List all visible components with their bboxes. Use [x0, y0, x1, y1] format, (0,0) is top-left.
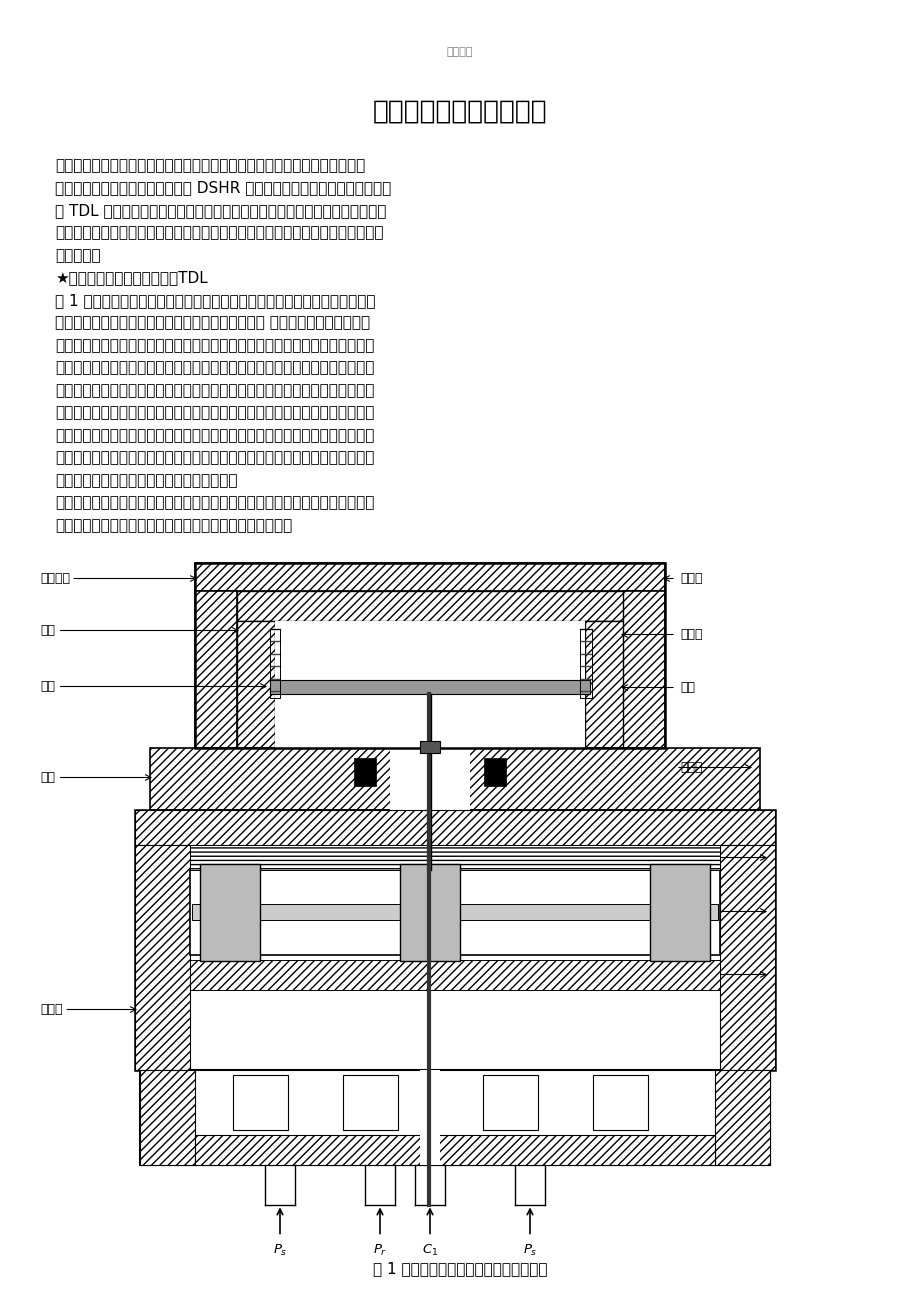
Bar: [720, 845, 774, 1069]
Bar: [579, 629, 591, 698]
Bar: [400, 863, 460, 961]
Bar: [420, 741, 439, 753]
Text: 器、滑阀式功率级及反应杆组件构成。其工作过程为 输入到力矩马达线圈的电: 器、滑阀式功率级及反应杆组件构成。其工作过程为 输入到力矩马达线圈的电: [55, 315, 369, 331]
Bar: [140, 1069, 769, 1164]
Text: 反应杆端部的小球，产生反应力矩作用在衔铁挡板组件上。当反应力矩渐渐等于: 反应杆端部的小球，产生反应力矩作用在衔铁挡板组件上。当反应力矩渐渐等于: [55, 428, 374, 443]
Text: 衔铁: 衔铁: [40, 680, 55, 693]
Bar: [195, 591, 237, 747]
Bar: [420, 1069, 439, 1164]
Bar: [343, 1074, 398, 1130]
Bar: [269, 680, 589, 694]
Bar: [237, 591, 622, 621]
Bar: [140, 1069, 195, 1164]
Bar: [190, 960, 720, 990]
Text: 图 1 为喷嘴挡板式伺服阀的原理图。它主要由力矩马达、喷嘴挡板式液压放大: 图 1 为喷嘴挡板式伺服阀的原理图。它主要由力矩马达、喷嘴挡板式液压放大: [55, 293, 375, 309]
Text: 优质文档: 优质文档: [447, 47, 472, 57]
Bar: [237, 621, 275, 747]
Bar: [390, 747, 470, 810]
Text: 电流产生的的力矩，因此，阀芯位置与输入限制电流大小成正比。当供油压力及: 电流产生的的力矩，因此，阀芯位置与输入限制电流大小成正比。当供油压力及: [55, 496, 374, 510]
Text: 导磁体: 导磁体: [679, 572, 702, 585]
Bar: [199, 863, 260, 961]
Text: 液嘴: 液嘴: [40, 771, 55, 784]
Text: $C_1$: $C_1$: [422, 1243, 437, 1258]
Bar: [135, 845, 190, 1069]
Text: 的 TDL 一级先导就是喷嘴挡板阀，下面对两种阀的构造、工作原理及特点作个: 的 TDL 一级先导就是喷嘴挡板阀，下面对两种阀的构造、工作原理及特点作个: [55, 203, 386, 217]
Bar: [622, 591, 664, 747]
Bar: [190, 845, 720, 870]
Bar: [150, 747, 759, 810]
Text: 工作原理：: 工作原理：: [55, 247, 100, 263]
Text: $P_r$: $P_r$: [372, 1243, 387, 1258]
Text: $P_s$: $P_s$: [272, 1243, 287, 1258]
Bar: [192, 904, 717, 919]
Bar: [483, 758, 505, 785]
Text: 射流管式电液伺服阀与喷嘴挡板式电液伺服阀是目前世界上运用最普遍的典型: 射流管式电液伺服阀与喷嘴挡板式电液伺服阀是目前世界上运用最普遍的典型: [55, 158, 365, 173]
Text: 比拟与介绍。并着重分析了射流管式伺服阀在牢靠性及工作性能方面的一些优势。: 比拟与介绍。并着重分析了射流管式伺服阀在牢靠性及工作性能方面的一些优势。: [55, 225, 383, 241]
Text: 嘴背压，此背压加到与与喷嘴腔相通的阀芯端部，推动阀芯移动。而阀芯又推动: 嘴背压，此背压加到与与喷嘴腔相通的阀芯端部，推动阀芯移动。而阀芯又推动: [55, 405, 374, 421]
Text: 电液伺服阀根底学问介绍: 电液伺服阀根底学问介绍: [372, 99, 547, 125]
Text: 负载压力为必须时，输出到负载的流量与阀芯位置成正比。: 负载压力为必须时，输出到负载的流量与阀芯位置成正比。: [55, 518, 292, 533]
Text: 回油节流孔: 回油节流孔: [679, 967, 717, 980]
Bar: [195, 562, 664, 747]
Bar: [195, 562, 664, 591]
Text: 图 1 双喷嘴挡板式力反应电液流量伺服阀: 图 1 双喷嘴挡板式力反应电液流量伺服阀: [372, 1262, 547, 1276]
Text: ★喷嘴挡板式伺服阀的原理：TDL: ★喷嘴挡板式伺服阀的原理：TDL: [55, 271, 208, 285]
Text: 两级流量限制伺服阀。博格公司的 DSHR 一级先导就是射流管阀，而派克公司: 两级流量限制伺服阀。博格公司的 DSHR 一级先导就是射流管阀，而派克公司: [55, 181, 391, 195]
Text: 阀芯: 阀芯: [679, 905, 694, 918]
Bar: [269, 629, 279, 698]
Text: 电磁力矩时，衔铁挡板组件被渐渐移回到对中的位置。于是，阀芯停留在某一位: 电磁力矩时，衔铁挡板组件被渐渐移回到对中的位置。于是，阀芯停留在某一位: [55, 450, 374, 466]
Text: 线圈: 线圈: [40, 624, 55, 637]
Text: 滤油器: 滤油器: [40, 1003, 62, 1016]
Bar: [482, 1074, 538, 1130]
Bar: [135, 810, 774, 1069]
Text: 固定节流孔: 固定节流孔: [679, 852, 717, 865]
Bar: [190, 870, 720, 954]
Text: $P_s$: $P_s$: [522, 1243, 537, 1258]
Bar: [714, 1069, 769, 1164]
Bar: [233, 1074, 288, 1130]
Text: 挡板: 挡板: [679, 681, 694, 694]
Bar: [195, 1134, 714, 1164]
Text: 弹簧管: 弹簧管: [679, 628, 702, 641]
Text: 气限制信号在衔铁两端产生磁力，使衔铁挡板组件偏转。挡板的偏移将一侧喷嘴: 气限制信号在衔铁两端产生磁力，使衔铁挡板组件偏转。挡板的偏移将一侧喷嘴: [55, 339, 374, 353]
Text: 挡板可变节流口减小，液流阻力增大，喷嘴的背压提升；而另一侧的可变节流口: 挡板可变节流口减小，液流阻力增大，喷嘴的背压提升；而另一侧的可变节流口: [55, 361, 374, 375]
Text: 反馈杆: 反馈杆: [679, 760, 702, 773]
Bar: [593, 1074, 647, 1130]
Text: 永久磁铁: 永久磁铁: [40, 572, 70, 585]
Bar: [584, 621, 622, 747]
Bar: [650, 863, 709, 961]
Bar: [354, 758, 376, 785]
Bar: [135, 810, 774, 845]
Text: 置。在该位置上，反应杆的力矩等于输入限制: 置。在该位置上，反应杆的力矩等于输入限制: [55, 473, 237, 488]
Text: 增大，液流阻力减小，液流的背压降低。这样可得到与挡板位置变更相对应的喷: 增大，液流阻力减小，液流的背压降低。这样可得到与挡板位置变更相对应的喷: [55, 383, 374, 398]
Bar: [275, 621, 584, 747]
